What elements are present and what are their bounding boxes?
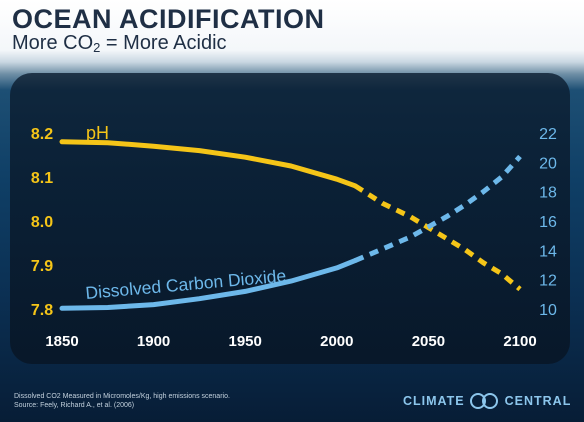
series-line-solid-1 — [59, 258, 358, 311]
y-right-tick-label: 12 — [539, 273, 557, 290]
x-tick-label: 2000 — [320, 333, 353, 350]
series-line-dashed-1 — [354, 154, 522, 263]
y-right-tick-label: 16 — [539, 214, 557, 231]
y-right-tick-label: 20 — [539, 155, 557, 172]
plot-panel — [10, 73, 570, 364]
climate-central-logo: CLIMATE CENTRAL — [403, 392, 571, 410]
footnote-source: Source: Feely, Richard A., et al. (2006) — [14, 402, 135, 409]
y-left-tick-label: 7.9 — [31, 258, 53, 275]
y-right-tick-label: 18 — [539, 185, 557, 202]
y-left-tick-label: 7.8 — [31, 302, 53, 319]
x-tick-label: 2100 — [503, 333, 536, 350]
series-label-co2: Dissolved Carbon Dioxide — [85, 266, 287, 303]
x-tick-label: 2050 — [412, 333, 445, 350]
x-tick-label: 1900 — [137, 333, 170, 350]
subtitle-subscript: 2 — [93, 40, 101, 55]
y-left-tick-label: 8.0 — [31, 214, 53, 231]
series-line-dashed-0 — [353, 183, 522, 292]
footnote-measure: Dissolved CO2 Measured in Micromoles/Kg,… — [14, 393, 230, 400]
y-right-tick-label: 14 — [539, 243, 557, 260]
subtitle-before: More CO — [12, 32, 94, 54]
y-right-tick-label: 10 — [539, 302, 557, 319]
rings-icon — [469, 392, 500, 410]
series-label-ph: pH — [86, 123, 109, 143]
x-tick-label: 1950 — [229, 333, 262, 350]
y-left-tick-label: 8.2 — [31, 126, 53, 143]
y-left-tick-label: 8.1 — [31, 170, 53, 187]
chart-subtitle: More CO2 = More Acidic — [12, 32, 227, 55]
y-right-tick-label: 22 — [539, 126, 557, 143]
series-line-solid-0 — [59, 139, 358, 189]
subtitle-after: = More Acidic — [100, 32, 227, 54]
logo-word-central: CENTRAL — [504, 394, 572, 408]
logo-word-climate: CLIMATE — [403, 394, 465, 408]
chart-title: OCEAN ACIDIFICATION — [12, 4, 325, 34]
x-tick-label: 1850 — [45, 333, 78, 350]
